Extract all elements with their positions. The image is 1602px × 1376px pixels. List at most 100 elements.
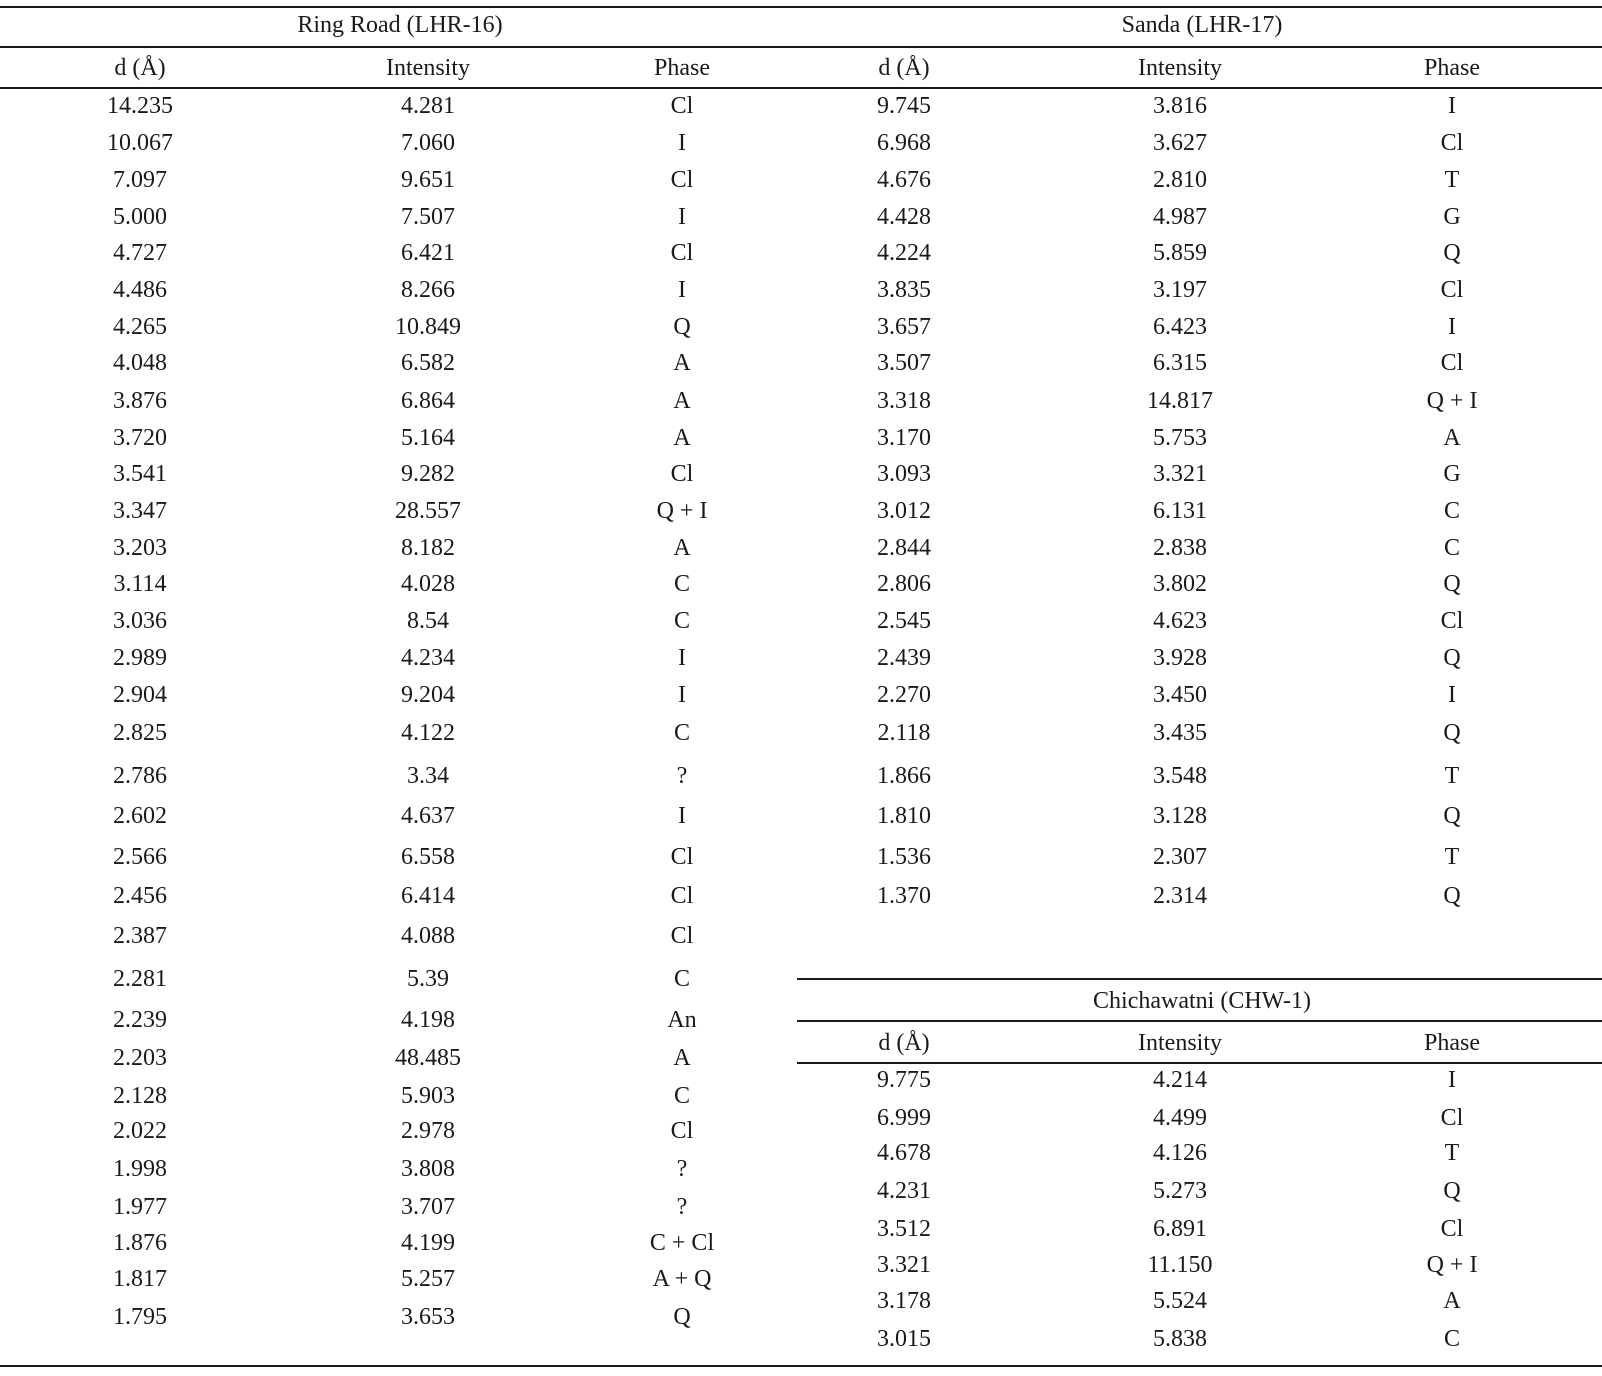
sanda-cell-d-spacing: 3.835: [877, 277, 931, 303]
sanda-cell-d-spacing: 4.676: [877, 167, 931, 193]
chichawatni-cell-d-spacing: 9.775: [877, 1067, 931, 1093]
ring-road-cell-d-spacing: 4.486: [113, 277, 167, 303]
ring-road-cell-phase: Cl: [670, 461, 694, 487]
sanda-cell-intensity: 6.315: [1153, 350, 1207, 376]
sanda-cell-phase: T: [1444, 167, 1460, 193]
sanda-cell-intensity: 3.128: [1153, 803, 1207, 829]
ring-road-cell-phase: I: [678, 204, 686, 230]
sanda-cell-phase: C: [1443, 535, 1461, 561]
chichawatni-cell-d-spacing: 4.231: [877, 1178, 931, 1204]
ring-road-cell-intensity: 7.507: [401, 204, 455, 230]
ring-road-cell-phase: C: [673, 966, 691, 992]
ring-road-cell-phase: C: [673, 608, 691, 634]
ring-road-cell-d-spacing: 2.566: [113, 844, 167, 870]
chichawatni-cell-d-spacing: 6.999: [877, 1105, 931, 1131]
sanda-cell-phase: I: [1448, 682, 1456, 708]
bottom-rule: [0, 1365, 1602, 1367]
ring-road-cell-intensity: 5.164: [401, 425, 455, 451]
chichawatni-header-d-spacing: d (Å): [878, 1030, 930, 1056]
ring-road-cell-intensity: 6.864: [401, 388, 455, 414]
ring-road-cell-intensity: 28.557: [395, 498, 461, 524]
ring-road-cell-phase: A: [673, 535, 691, 561]
sanda-cell-d-spacing: 3.170: [877, 425, 931, 451]
sanda-cell-phase: G: [1443, 461, 1461, 487]
ring-road-cell-d-spacing: 3.036: [113, 608, 167, 634]
ring-road-cell-intensity: 4.199: [401, 1230, 455, 1256]
sanda-cell-intensity: 3.197: [1153, 277, 1207, 303]
ring-road-cell-intensity: 9.282: [401, 461, 455, 487]
sanda-cell-d-spacing: 3.318: [877, 388, 931, 414]
sanda-cell-d-spacing: 3.093: [877, 461, 931, 487]
ring-road-cell-phase: C: [673, 571, 691, 597]
chichawatni-cell-intensity: 11.150: [1147, 1252, 1213, 1278]
sanda-cell-d-spacing: 1.866: [877, 763, 931, 789]
sanda-cell-phase: G: [1443, 204, 1461, 230]
chichawatni-cell-intensity: 5.273: [1153, 1178, 1207, 1204]
ring-road-cell-intensity: 6.558: [401, 844, 455, 870]
sanda-cell-intensity: 4.623: [1153, 608, 1207, 634]
ring-road-cell-phase: Cl: [670, 923, 694, 949]
sanda-header-intensity: Intensity: [1138, 55, 1222, 81]
sanda-title: Sanda (LHR-17): [1121, 12, 1283, 38]
sanda-cell-intensity: 2.314: [1153, 883, 1207, 909]
sanda-cell-phase: T: [1444, 844, 1460, 870]
sanda-cell-d-spacing: 1.810: [877, 803, 931, 829]
ring-road-cell-d-spacing: 1.795: [113, 1304, 167, 1330]
ring-road-cell-d-spacing: 3.541: [113, 461, 167, 487]
ring-road-cell-intensity: 10.849: [395, 314, 461, 340]
sanda-cell-intensity: 6.423: [1153, 314, 1207, 340]
sanda-cell-d-spacing: 2.270: [877, 682, 931, 708]
sanda-cell-d-spacing: 3.507: [877, 350, 931, 376]
ring-road-cell-phase: Cl: [670, 167, 694, 193]
sanda-cell-d-spacing: 4.428: [877, 204, 931, 230]
chichawatni-title: Chichawatni (CHW-1): [1093, 988, 1311, 1014]
ring-road-cell-phase: Q: [673, 314, 691, 340]
ring-road-cell-phase: I: [678, 277, 686, 303]
sanda-cell-d-spacing: 2.545: [877, 608, 931, 634]
chichawatni-cell-phase: Q + I: [1426, 1252, 1478, 1278]
ring-road-header-d-spacing: d (Å): [114, 55, 166, 81]
title-underline-rule: [0, 46, 1602, 48]
sanda-cell-phase: Q: [1443, 571, 1461, 597]
chichawatni-cell-intensity: 5.524: [1153, 1288, 1207, 1314]
ring-road-cell-phase: A: [673, 350, 691, 376]
ring-road-cell-d-spacing: 2.281: [113, 966, 167, 992]
ring-road-cell-d-spacing: 1.876: [113, 1230, 167, 1256]
sanda-cell-intensity: 3.321: [1153, 461, 1207, 487]
chichawatni-header-phase: Phase: [1424, 1030, 1480, 1056]
sanda-cell-intensity: 6.131: [1153, 498, 1207, 524]
sanda-cell-intensity: 2.810: [1153, 167, 1207, 193]
ring-road-cell-d-spacing: 3.114: [113, 571, 167, 597]
chichawatni-cell-phase: T: [1444, 1140, 1460, 1166]
ring-road-cell-phase: Cl: [670, 883, 694, 909]
ring-road-cell-intensity: 6.421: [401, 240, 455, 266]
sanda-cell-intensity: 2.838: [1153, 535, 1207, 561]
ring-road-cell-d-spacing: 10.067: [107, 130, 173, 156]
ring-road-cell-d-spacing: 1.977: [113, 1194, 167, 1220]
ring-road-cell-phase: A: [673, 1045, 691, 1071]
ring-road-cell-phase: C: [673, 1083, 691, 1109]
ring-road-cell-d-spacing: 2.128: [113, 1083, 167, 1109]
ring-road-cell-intensity: 9.204: [401, 682, 455, 708]
ring-road-cell-phase: I: [678, 803, 686, 829]
ring-road-cell-phase: ?: [676, 1194, 688, 1220]
ring-road-cell-d-spacing: 2.022: [113, 1118, 167, 1144]
chichawatni-header-rule: [797, 1062, 1602, 1064]
ring-road-cell-intensity: 8.54: [407, 608, 449, 634]
ring-road-cell-d-spacing: 4.727: [113, 240, 167, 266]
ring-road-cell-d-spacing: 14.235: [107, 93, 173, 119]
sanda-cell-phase: Q + I: [1426, 388, 1478, 414]
ring-road-cell-d-spacing: 3.203: [113, 535, 167, 561]
ring-road-title: Ring Road (LHR-16): [297, 12, 503, 38]
chichawatni-cell-phase: A: [1443, 1288, 1461, 1314]
chichawatni-cell-d-spacing: 4.678: [877, 1140, 931, 1166]
ring-road-cell-d-spacing: 2.456: [113, 883, 167, 909]
sanda-cell-d-spacing: 2.844: [877, 535, 931, 561]
sanda-cell-d-spacing: 3.657: [877, 314, 931, 340]
sanda-cell-intensity: 3.435: [1153, 720, 1207, 746]
ring-road-cell-intensity: 7.060: [401, 130, 455, 156]
chichawatni-cell-phase: C: [1443, 1326, 1461, 1352]
sanda-cell-phase: A: [1443, 425, 1461, 451]
ring-road-cell-d-spacing: 4.265: [113, 314, 167, 340]
sanda-cell-intensity: 3.928: [1153, 645, 1207, 671]
